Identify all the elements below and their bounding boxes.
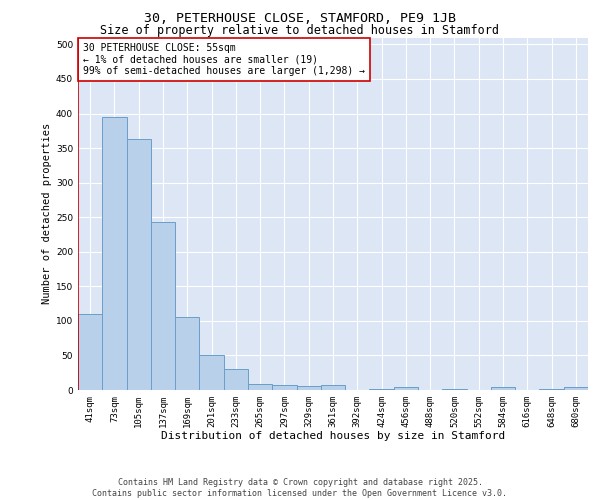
Text: 30, PETERHOUSE CLOSE, STAMFORD, PE9 1JB: 30, PETERHOUSE CLOSE, STAMFORD, PE9 1JB <box>144 12 456 26</box>
X-axis label: Distribution of detached houses by size in Stamford: Distribution of detached houses by size … <box>161 432 505 442</box>
Bar <box>102 117 127 390</box>
Bar <box>151 222 175 390</box>
Bar <box>394 387 418 390</box>
Bar <box>224 370 248 390</box>
Bar <box>78 314 102 390</box>
Text: Size of property relative to detached houses in Stamford: Size of property relative to detached ho… <box>101 24 499 37</box>
Bar <box>199 356 224 390</box>
Text: Contains HM Land Registry data © Crown copyright and database right 2025.
Contai: Contains HM Land Registry data © Crown c… <box>92 478 508 498</box>
Bar <box>272 385 296 390</box>
Bar <box>296 386 321 390</box>
Bar <box>564 387 588 390</box>
Bar <box>491 387 515 390</box>
Bar <box>248 384 272 390</box>
Y-axis label: Number of detached properties: Number of detached properties <box>42 123 52 304</box>
Bar <box>127 139 151 390</box>
Bar <box>175 318 199 390</box>
Text: 30 PETERHOUSE CLOSE: 55sqm
← 1% of detached houses are smaller (19)
99% of semi-: 30 PETERHOUSE CLOSE: 55sqm ← 1% of detac… <box>83 43 365 76</box>
Bar <box>321 385 345 390</box>
